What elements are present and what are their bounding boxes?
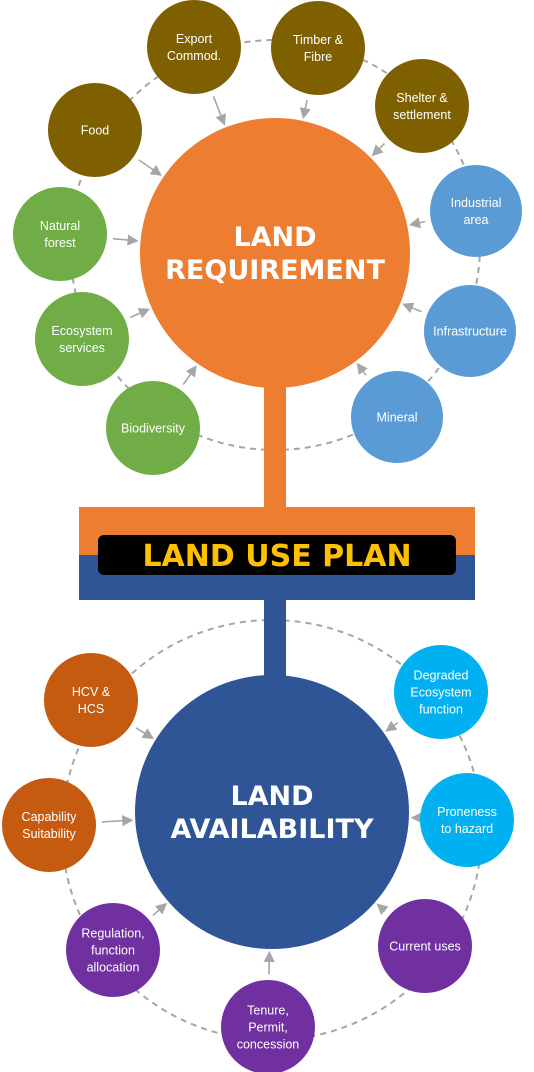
land-use-plan-bar: LAND USE PLAN — [79, 375, 475, 688]
arrow-ecosystem-services — [130, 308, 151, 319]
node-circle-ecosystem-services — [35, 292, 129, 386]
node-circle-natural-forest — [13, 187, 107, 281]
node-current-uses: Current uses — [378, 899, 472, 993]
node-circle-infrastructure — [424, 285, 516, 377]
node-circle-regulation — [66, 903, 160, 997]
node-label-degraded: function — [419, 703, 463, 717]
arrow-natural-forest — [112, 234, 139, 246]
plan-label-box — [98, 535, 456, 575]
node-label-shelter: Shelter & — [396, 91, 448, 105]
node-label-hcv-hcs: HCV & — [72, 685, 111, 699]
node-label-regulation: function — [91, 944, 135, 958]
node-label-degraded: Ecosystem — [410, 686, 471, 700]
node-label-regulation: allocation — [87, 961, 140, 975]
node-circle-hcv-hcs — [44, 653, 138, 747]
node-circle-degraded — [394, 645, 488, 739]
node-capability-suitability: Capability Suitability — [2, 778, 96, 872]
land-availability-hub — [135, 675, 409, 949]
node-label-mineral: Mineral — [377, 411, 418, 425]
node-ecosystem-services: Ecosystem services — [35, 292, 129, 386]
node-proneness: Proneness to hazard — [420, 773, 514, 867]
node-food: Food — [48, 83, 142, 177]
node-shelter: Shelter & settlement — [375, 59, 469, 153]
node-label-ecosystem-services: services — [59, 341, 105, 355]
node-label-capability-suitability: Capability — [22, 810, 78, 824]
availability-hub-label: AVAILABILITY — [170, 814, 373, 845]
node-label-tenure: Tenure, — [247, 1004, 289, 1018]
node-label-ecosystem-services: Ecosystem — [51, 324, 112, 338]
arrow-hcv-hcs — [135, 727, 155, 739]
node-export: Export Commod. — [147, 0, 241, 94]
node-label-industrial-area: area — [463, 213, 488, 227]
arrow-export — [212, 96, 227, 126]
node-label-timber: Fibre — [304, 50, 333, 64]
node-circle-biodiversity — [106, 381, 200, 475]
arrow-regulation — [152, 902, 168, 916]
availability-hub-label: LAND — [230, 781, 313, 812]
node-industrial-area: Industrial area — [430, 165, 522, 257]
arrow-food — [138, 159, 163, 176]
node-label-capability-suitability: Suitability — [22, 827, 76, 841]
arrow-degraded — [385, 720, 399, 732]
arrow-mineral — [356, 362, 368, 376]
node-circle-current-uses — [378, 899, 472, 993]
hubs-layer — [135, 118, 410, 949]
node-circle-food — [48, 83, 142, 177]
node-circle-export — [147, 0, 241, 94]
requirement-hub-label: LAND — [233, 222, 316, 253]
node-regulation: Regulation, function allocation — [66, 903, 160, 997]
node-label-industrial-area: Industrial — [451, 196, 502, 210]
node-circle-timber — [271, 1, 365, 95]
requirement-stem — [264, 375, 286, 510]
node-label-proneness: Proneness — [437, 805, 497, 819]
node-circle-mineral — [351, 371, 443, 463]
node-label-timber: Timber & — [293, 33, 344, 47]
node-timber: Timber & Fibre — [271, 1, 365, 95]
node-tenure: Tenure, Permit, concession — [221, 980, 315, 1072]
arrow-industrial-area — [408, 217, 426, 229]
arrow-capability-suitability — [101, 815, 134, 827]
node-infrastructure: Infrastructure — [424, 285, 516, 377]
node-natural-forest: Natural forest — [13, 187, 107, 281]
node-label-export: Commod. — [167, 49, 221, 63]
node-label-food: Food — [81, 124, 110, 138]
node-circle-industrial-area — [430, 165, 522, 257]
node-circle-tenure — [221, 980, 315, 1072]
node-label-hcv-hcs: HCS — [78, 702, 104, 716]
arrow-biodiversity — [182, 365, 197, 385]
node-mineral: Mineral — [351, 371, 443, 463]
land-requirement-hub — [140, 118, 410, 388]
node-biodiversity: Biodiversity — [106, 381, 200, 475]
arrows-layer — [101, 96, 426, 975]
node-label-export: Export — [176, 32, 213, 46]
node-label-infrastructure: Infrastructure — [433, 325, 507, 339]
node-hcv-hcs: HCV & HCS — [44, 653, 138, 747]
node-label-degraded: Degraded — [414, 669, 469, 683]
arrow-current-uses — [376, 903, 389, 916]
node-label-natural-forest: Natural — [40, 219, 80, 233]
node-degraded: Degraded Ecosystem function — [394, 645, 488, 739]
requirement-hub-label: REQUIREMENT — [165, 255, 385, 286]
arrow-timber — [299, 99, 311, 120]
arrow-shelter — [371, 142, 386, 157]
node-circle-shelter — [375, 59, 469, 153]
node-label-tenure: Permit, — [248, 1021, 288, 1035]
node-circle-proneness — [420, 773, 514, 867]
node-circle-capability-suitability — [2, 778, 96, 872]
plan-label: LAND USE PLAN — [142, 539, 411, 574]
node-label-biodiversity: Biodiversity — [121, 422, 186, 436]
node-label-proneness: to hazard — [441, 822, 493, 836]
node-label-tenure: concession — [237, 1038, 300, 1052]
node-label-shelter: settlement — [393, 108, 451, 122]
arrow-infrastructure — [402, 302, 422, 314]
availability-stem — [264, 598, 286, 688]
node-label-regulation: Regulation, — [81, 927, 144, 941]
nodes-layer: Export Commod. Timber & Fibre Shelter & settl… — [2, 0, 522, 1072]
node-label-natural-forest: forest — [44, 236, 76, 250]
node-label-current-uses: Current uses — [389, 940, 461, 954]
